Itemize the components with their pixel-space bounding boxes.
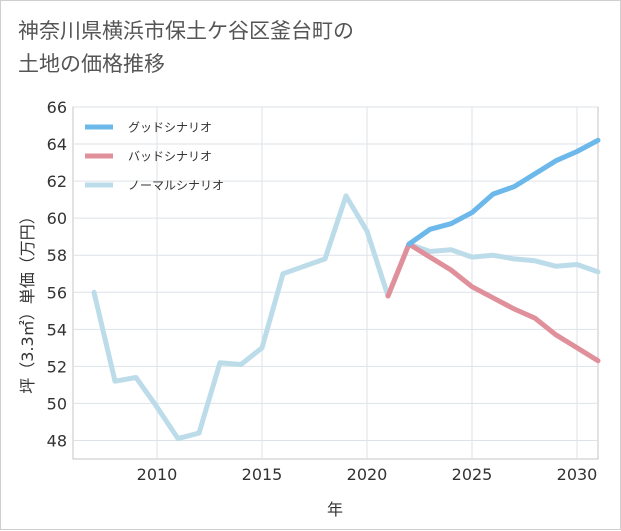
y-tick-label-60: 60 — [47, 209, 67, 228]
legend-label-good: グッドシナリオ — [128, 121, 212, 135]
normal-scenario-line — [91, 193, 601, 442]
y-tick-label-50: 50 — [47, 394, 67, 413]
legend-label-normal: ノーマルシナリオ — [128, 179, 224, 193]
x-tick-label-2030: 2030 — [557, 465, 598, 484]
bad-scenario-line — [385, 241, 601, 364]
y-axis-label: 坪（3.3㎡）単価（万円） — [18, 208, 37, 393]
good-scenario-line — [406, 137, 601, 247]
x-axis-label: 年 — [327, 500, 343, 519]
x-tick-label-2015: 2015 — [242, 465, 283, 484]
y-tick-label-54: 54 — [47, 320, 67, 339]
y-tick-label-58: 58 — [47, 246, 67, 265]
chart-title-line-2: 土地の価格推移 — [18, 52, 165, 76]
y-axis-ticks: 48 50 52 54 56 58 60 62 64 66 — [47, 98, 67, 450]
x-tick-label-2020: 2020 — [347, 465, 388, 484]
x-axis-ticks: 2010 2015 2020 2025 2030 — [137, 465, 598, 484]
legend-label-bad: バッドシナリオ — [128, 150, 212, 164]
chart-title: 神奈川県横浜市保土ケ谷区釜台町の 土地の価格推移 — [18, 15, 354, 81]
series-lines — [91, 137, 601, 442]
y-tick-label-66: 66 — [47, 98, 67, 117]
y-tick-label-56: 56 — [47, 283, 67, 302]
legend: グッドシナリオ バッドシナリオ ノーマルシナリオ — [85, 121, 224, 193]
grid — [73, 106, 598, 459]
x-tick-label-2010: 2010 — [137, 465, 178, 484]
y-tick-label-62: 62 — [47, 172, 67, 191]
y-tick-label-52: 52 — [47, 357, 67, 376]
y-tick-label-48: 48 — [47, 431, 67, 450]
x-tick-label-2025: 2025 — [452, 465, 493, 484]
y-tick-label-64: 64 — [47, 135, 67, 154]
chart-title-line-1: 神奈川県横浜市保土ケ谷区釜台町の — [18, 19, 354, 43]
plot-area — [72, 106, 599, 460]
